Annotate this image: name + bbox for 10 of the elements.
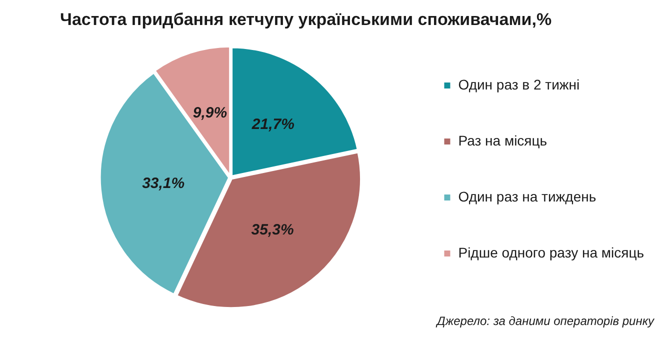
data-label: 9,9% [192,104,228,122]
data-label: 35,3% [251,222,294,239]
legend-label: Один раз на тиждень [458,188,596,204]
legend-label: Раз на місяць [458,132,548,148]
text: Джерело: за даними операторів ринку [434,314,655,328]
legend-label: Один раз в 2 тижні [458,76,580,92]
legend-label: Рідше одного разу на місяць [458,244,644,260]
data-label: 33,1% [142,174,185,192]
data-label: 21,7% [250,116,294,134]
chart-title: Частота придбання кетчупу українськими споживачами,% [60,10,552,29]
